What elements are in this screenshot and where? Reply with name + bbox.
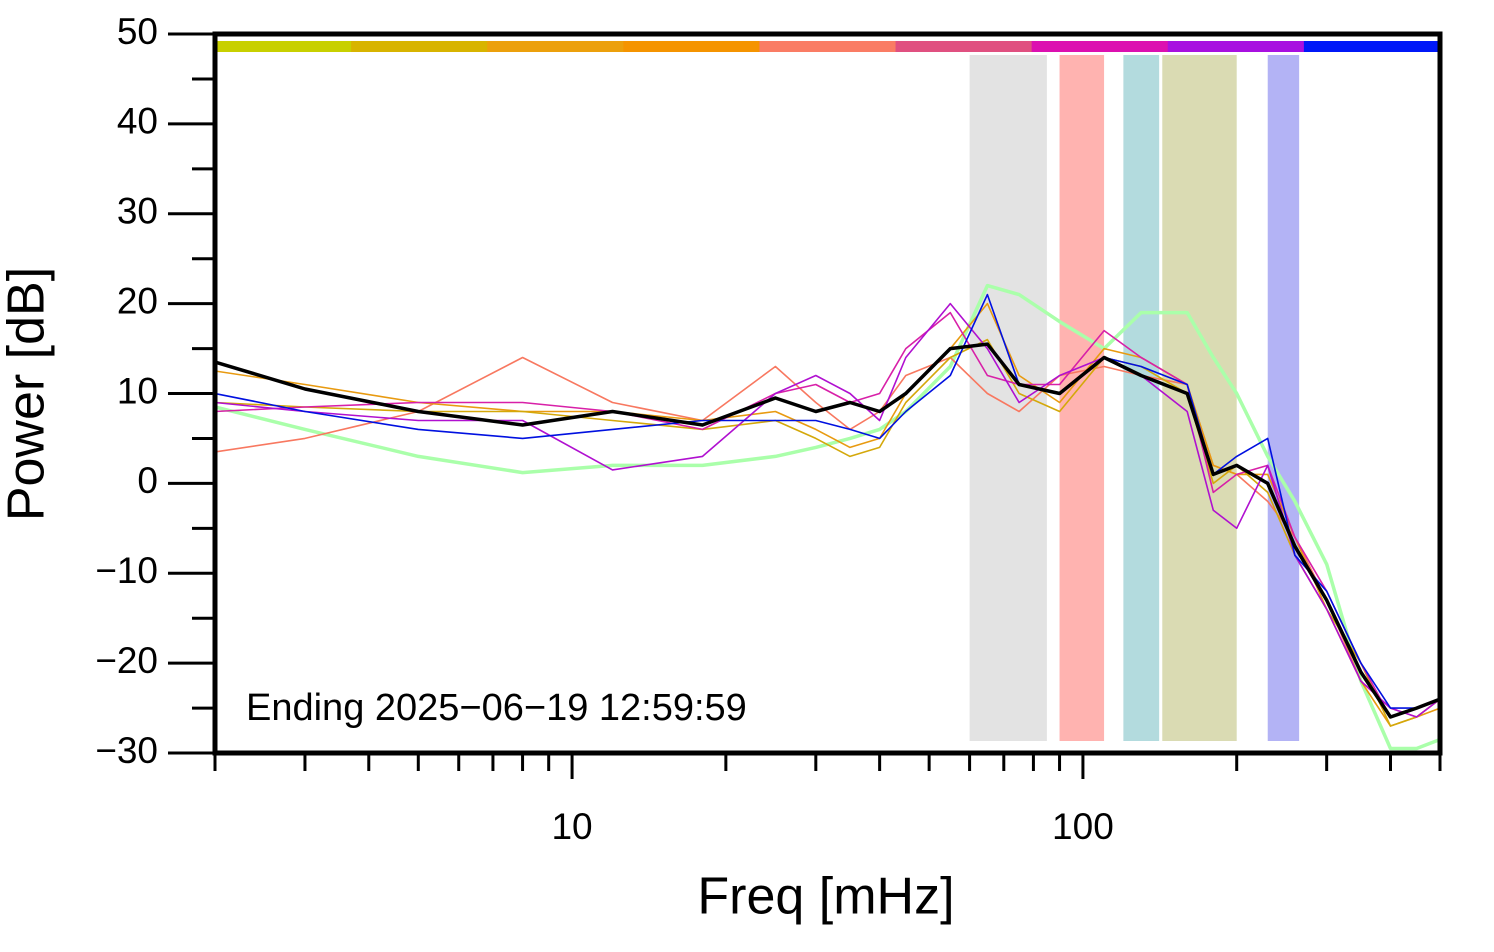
top-bar-segment (623, 41, 760, 52)
plot-frame (212, 31, 1443, 756)
y-tick-label: 50 (117, 11, 158, 52)
series-line (215, 302, 1440, 727)
x-tick-label: 100 (1052, 806, 1114, 847)
series-line (215, 283, 1440, 751)
line-layer (215, 283, 1440, 751)
series-line (215, 311, 1440, 718)
x-tick-label: 10 (551, 806, 592, 847)
y-axis-label: Power [dB] (0, 267, 56, 521)
band (1162, 55, 1237, 741)
top-bar-segment (487, 41, 624, 52)
top-bar-segment (351, 41, 488, 52)
band (1123, 55, 1160, 741)
y-tick-label: 20 (117, 280, 158, 321)
series-line (215, 338, 1440, 727)
y-tick-label: −10 (95, 550, 158, 591)
top-bar-segment (895, 41, 1033, 52)
top-bar-segment (1303, 41, 1441, 52)
y-tick-label: 40 (117, 101, 158, 142)
y-tick-label: −30 (95, 730, 158, 771)
series-line (215, 293, 1440, 709)
top-color-bar (215, 41, 1441, 52)
annotation: Ending 2025−06−19 12:59:59 (246, 687, 747, 729)
y-tick-label: −20 (95, 640, 158, 681)
series-line (215, 302, 1440, 718)
band (1059, 55, 1105, 741)
y-tick-label: 0 (137, 460, 158, 501)
series-line (215, 342, 1440, 719)
top-bar-segment (759, 41, 897, 52)
band-layer (969, 55, 1300, 741)
top-bar-segment (215, 41, 352, 52)
axes: −30 −20 −10 0 10 20 30 40 50 10 100 (95, 11, 1443, 847)
y-tick-label: 10 (117, 370, 158, 411)
band (1267, 55, 1300, 741)
x-axis-label: Freq [mHz] (697, 868, 954, 926)
top-bar-segment (1167, 41, 1305, 52)
y-tick-label: 30 (117, 191, 158, 232)
top-bar-segment (1031, 41, 1169, 52)
